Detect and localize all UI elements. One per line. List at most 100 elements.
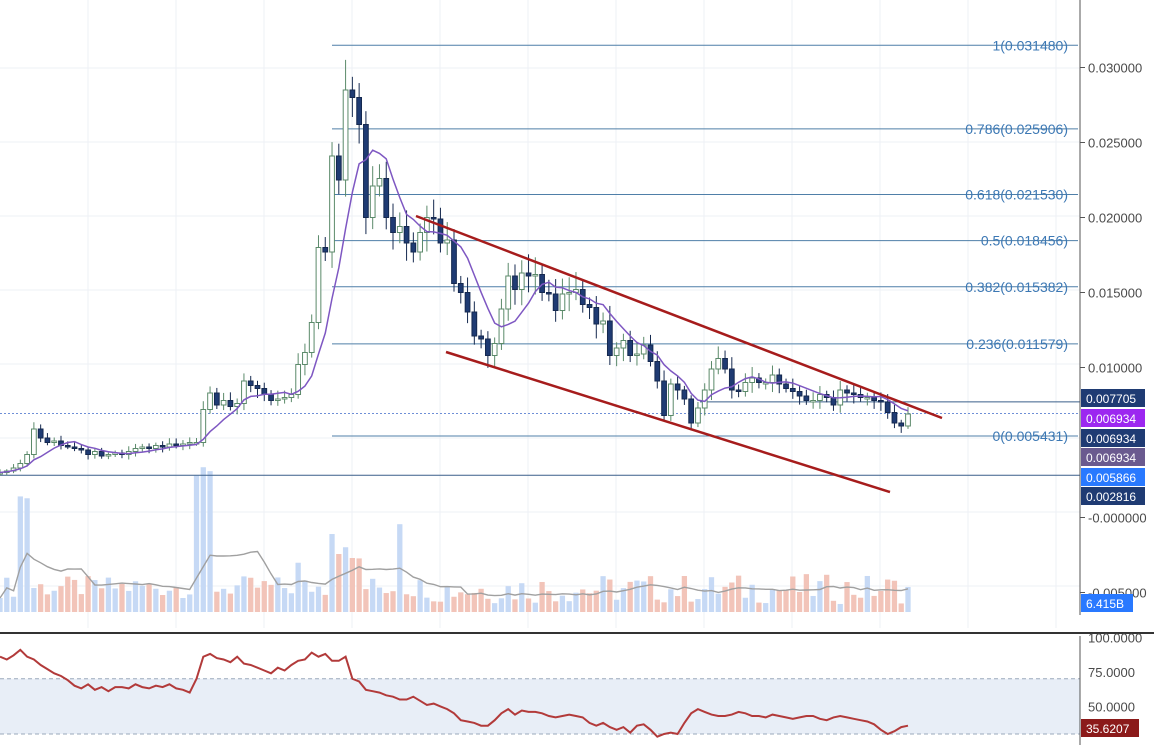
rsi-axis-label: 75.0000 [1088, 665, 1135, 680]
fib-level-label: 1(0.031480) [992, 37, 1068, 53]
volume-bar [647, 576, 654, 612]
candle-body [200, 409, 207, 443]
volume-bar [546, 591, 552, 612]
candle-body [586, 304, 593, 308]
candle-body [403, 226, 410, 244]
candle-body [308, 322, 315, 353]
volume-bar [383, 593, 389, 612]
candle-body [695, 407, 701, 424]
candle-body [464, 292, 471, 313]
volume-bar [702, 589, 708, 612]
candle-body [322, 247, 329, 253]
candle-body [356, 97, 363, 125]
candle-body [207, 392, 213, 410]
volume-bar [315, 586, 322, 612]
volume-bar [288, 593, 295, 612]
volume-bar [464, 594, 471, 612]
channel-upper-trendline[interactable] [415, 214, 943, 420]
volume-bar [309, 591, 315, 612]
candle-body [64, 445, 71, 448]
volume-bar [44, 594, 51, 612]
volume-bar [0, 598, 3, 612]
volume-bar [796, 591, 803, 612]
volume-bar [376, 587, 383, 612]
volume-bar [627, 581, 633, 612]
volume-bar [248, 577, 254, 612]
price-tag [1081, 409, 1145, 427]
candle-body [593, 307, 600, 325]
candle-body [247, 380, 254, 386]
candle-body [444, 239, 451, 244]
candle-body [850, 392, 857, 395]
volume-bar [4, 577, 10, 612]
volume-bar [830, 600, 837, 612]
candle-body [173, 443, 180, 446]
candle-body [369, 185, 376, 218]
volume-bar [512, 599, 518, 612]
volume-bar [139, 585, 145, 612]
candle-body [891, 412, 898, 424]
volume-bar [159, 595, 166, 612]
rsi-line [0, 648, 909, 738]
candle-body [817, 394, 823, 401]
candle-body [220, 400, 227, 406]
candle-body [213, 392, 220, 406]
volume-bar [146, 583, 152, 612]
candle-body [383, 178, 390, 218]
volume-bar [187, 594, 193, 612]
volume-bar [769, 589, 776, 612]
candle-body [159, 445, 166, 448]
volume-bar [593, 590, 599, 612]
volume-bar [844, 582, 850, 612]
volume-bar [241, 576, 247, 612]
volume-bar [641, 581, 647, 612]
volume-bar [905, 586, 911, 612]
volume-bar [607, 579, 613, 612]
volume-tag [1081, 594, 1133, 612]
volume-bar [580, 589, 586, 612]
volume-bar [193, 475, 200, 612]
price-moving-average [0, 149, 909, 474]
candle-body [281, 397, 288, 400]
price-tag-label: 0.006934 [1086, 432, 1136, 446]
candle-body [708, 368, 715, 391]
price-tag-label: 0.005866 [1086, 471, 1136, 485]
candle-body [0, 472, 3, 475]
candle-body [844, 389, 850, 394]
candle-body [688, 398, 695, 424]
channel-lower-trendline[interactable] [445, 350, 891, 494]
volume-bar [417, 580, 423, 612]
candle-body [634, 353, 640, 356]
candle-body [349, 89, 356, 98]
volume-bar [783, 589, 789, 612]
price-axis-label: 0.020000 [1088, 211, 1142, 226]
candle-body [105, 454, 112, 457]
volume-bar [763, 603, 769, 612]
price-axis-label: -0.000000 [1088, 511, 1147, 526]
candle-body [146, 446, 152, 449]
volume-bar [126, 590, 132, 612]
volume-bar [498, 598, 505, 612]
volume-bar [756, 602, 762, 612]
candle-body [871, 397, 877, 401]
price-axis-label: 0.030000 [1088, 61, 1142, 76]
volume-bar [878, 591, 884, 612]
candle-body [268, 394, 274, 401]
volume-bar [742, 597, 749, 612]
volume-bar [688, 601, 694, 612]
rsi-axis-label: 50.0000 [1088, 699, 1135, 714]
volume-bar [38, 584, 44, 612]
candle-body [457, 283, 464, 293]
volume-bar [735, 575, 742, 612]
candle-body [654, 361, 661, 382]
candle-body [810, 400, 817, 403]
volume-bar [85, 576, 91, 612]
price-tag-label: 0.006934 [1086, 451, 1136, 465]
rsi-tag [1081, 719, 1139, 737]
candle-body [776, 374, 783, 385]
candle-body [98, 451, 105, 457]
volume-bars [0, 467, 911, 612]
candle-body [152, 445, 159, 449]
candle-body [525, 272, 532, 277]
